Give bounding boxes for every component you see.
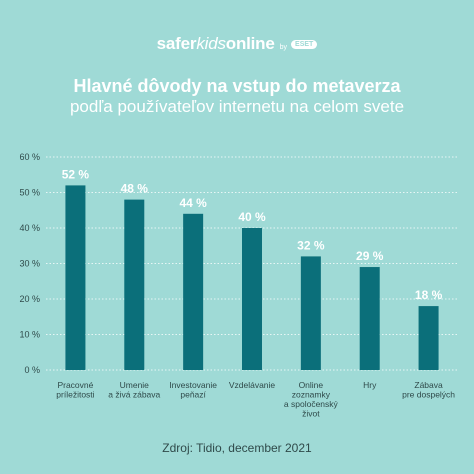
brand-by: by: [279, 44, 288, 51]
eset-logo: ESET: [291, 40, 318, 49]
y-tick-label: 0 %: [24, 365, 40, 375]
bar: [183, 213, 204, 370]
y-tick-label: 40 %: [19, 223, 40, 233]
data-label: 52 %: [62, 167, 90, 181]
data-label: 44 %: [179, 196, 207, 210]
bar: [300, 256, 321, 370]
x-tick-label-line: a spoločenský: [284, 399, 339, 409]
bar: [359, 267, 380, 370]
x-tick-label: Online zoznamky a spoločenský život: [284, 380, 339, 419]
brand-name-part3: online: [225, 34, 275, 53]
x-tick-label-line: Hry: [363, 380, 377, 390]
data-label: 40 %: [238, 210, 266, 224]
x-tick-label-line: peňazí: [180, 390, 206, 400]
data-label: 18 %: [415, 288, 443, 302]
x-tick-label-line: zoznamky: [292, 390, 331, 400]
data-label: 48 %: [121, 182, 149, 196]
bar: [242, 228, 262, 370]
x-tick-label: Umenie a živá zábava: [108, 380, 160, 400]
brand-logo: saferkidsonline by ESET: [0, 34, 474, 54]
y-tick-label: 30 %: [19, 259, 40, 269]
bar: [124, 199, 145, 370]
brand-name: saferkidsonline: [157, 34, 275, 54]
y-tick-label: 10 %: [19, 330, 40, 340]
data-label: 32 %: [297, 238, 325, 252]
x-tick-label-line: Investovanie: [169, 380, 217, 390]
data-label: 29 %: [356, 249, 384, 263]
x-tick-label-line: Pracovné: [57, 380, 93, 390]
source-note: Zdroj: Tidio, december 2021: [162, 441, 312, 455]
x-tick-label: Investovanie peňazí: [169, 380, 217, 400]
chart-subtitle: podľa používateľov internetu na celom sv…: [69, 97, 405, 116]
x-tick-label: Pracovné príležitosti: [56, 380, 94, 400]
x-tick-label-line: Zábava: [414, 380, 443, 390]
y-tick-label: 20 %: [19, 294, 40, 304]
x-tick-label-line: Vzdelávanie: [229, 380, 276, 390]
x-tick-label-line: Umenie: [120, 380, 150, 390]
x-tick-label-line: a živá zábava: [108, 390, 160, 400]
x-tick-label: Hry: [363, 380, 377, 390]
x-tick-label-line: pre dospelých: [402, 390, 455, 400]
brand-name-part1: safer: [156, 34, 197, 53]
x-tick-label-line: Online: [299, 380, 324, 390]
y-tick-label: 50 %: [19, 188, 40, 198]
brand-name-part2: kids: [196, 34, 226, 53]
chart-title: Hlavné dôvody na vstup do metaverza: [73, 76, 401, 96]
x-tick-label: Vzdelávanie: [229, 380, 276, 390]
bar: [65, 185, 86, 370]
x-tick-label-line: príležitosti: [56, 390, 94, 400]
x-tick-label: Zábava pre dospelých: [402, 380, 455, 400]
bar: [418, 306, 439, 370]
y-tick-label: 60 %: [19, 152, 40, 162]
x-tick-label-line: život: [302, 409, 320, 419]
